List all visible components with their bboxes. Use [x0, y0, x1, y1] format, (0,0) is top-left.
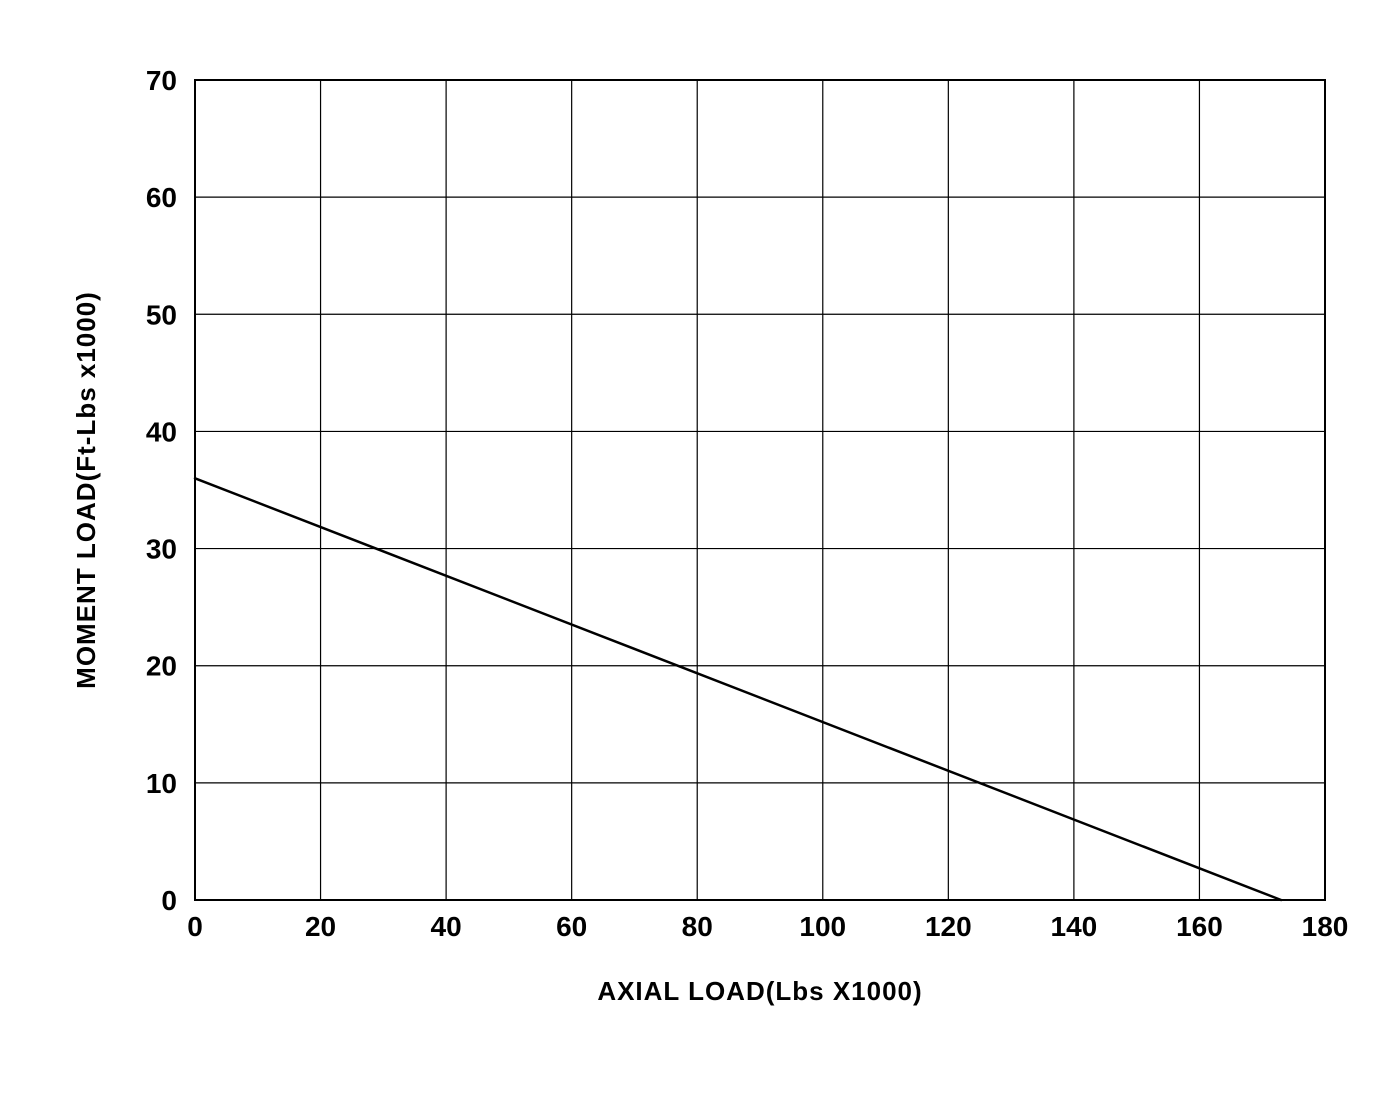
x-tick-label: 160: [1176, 911, 1223, 942]
y-tick-label: 20: [146, 651, 177, 682]
chart-svg: 0 20 40 60 80 100 120 140 160 180 0 10 20 30 40 50 60 70 A…: [0, 0, 1400, 1105]
y-tick-label: 60: [146, 182, 177, 213]
y-tick-label: 70: [146, 65, 177, 96]
x-tick-label: 0: [187, 911, 203, 942]
x-tick-label: 100: [799, 911, 846, 942]
y-tick-label: 40: [146, 416, 177, 447]
x-tick-label: 120: [925, 911, 972, 942]
x-tick-label: 180: [1302, 911, 1349, 942]
x-tick-label: 40: [431, 911, 462, 942]
x-tick-label: 140: [1051, 911, 1098, 942]
y-tick-label: 50: [146, 299, 177, 330]
y-axis-label: MOMENT LOAD(Ft-Lbs x1000): [71, 291, 101, 689]
x-tick-label: 20: [305, 911, 336, 942]
y-tick-label: 10: [146, 768, 177, 799]
y-tick-label: 30: [146, 534, 177, 565]
x-tick-label: 80: [682, 911, 713, 942]
load-chart: 0 20 40 60 80 100 120 140 160 180 0 10 20 30 40 50 60 70 A…: [0, 0, 1400, 1105]
x-axis-label: AXIAL LOAD(Lbs X1000): [597, 976, 922, 1006]
y-tick-label: 0: [161, 885, 177, 916]
x-tick-label: 60: [556, 911, 587, 942]
